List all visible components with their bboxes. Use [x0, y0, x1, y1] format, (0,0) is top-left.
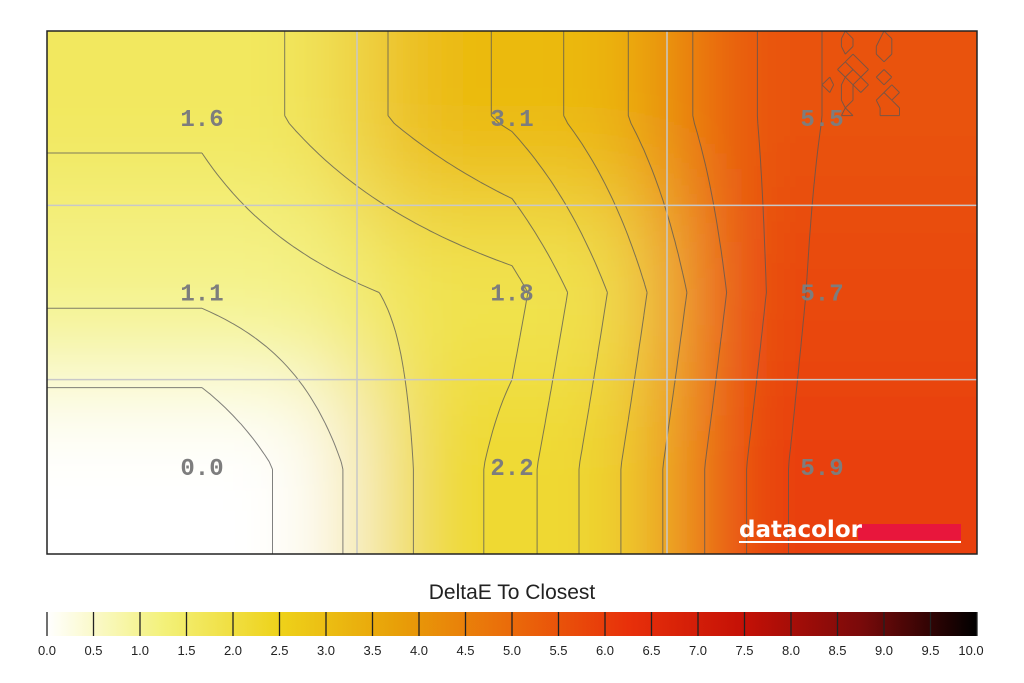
colorbar-tick-label: 1.0: [131, 643, 149, 658]
colorbar-tick-label: 6.5: [642, 643, 660, 658]
heat-cell: [47, 205, 357, 380]
colorbar-tick-label: 1.5: [177, 643, 195, 658]
contour-line: [627, 31, 688, 554]
colorbar-tick-label: 8.0: [782, 643, 800, 658]
logo-text: datacolor: [739, 517, 863, 543]
contour-line: [563, 31, 648, 554]
heat-cell: [667, 205, 977, 380]
logo-accent-bar: [858, 524, 961, 540]
colorbar-tick-label: 3.0: [317, 643, 335, 658]
contour-line: [387, 31, 569, 554]
contour-lines: [47, 31, 900, 554]
cell-value-label: 2.2: [490, 456, 533, 483]
colorbar-tick-label: 10.0: [958, 643, 983, 658]
colorbar-ticks: [46, 612, 978, 636]
cell-value-label: 5.5: [800, 107, 843, 134]
cell-value-label: 5.9: [800, 456, 843, 483]
contour-line: [47, 307, 344, 554]
colorbar-title: DeltaE To Closest: [429, 581, 596, 604]
colorbar-tick-label: 7.5: [735, 643, 753, 658]
contour-line: [746, 31, 767, 554]
colorbar-tick-label: 5.0: [503, 643, 521, 658]
colorbar-tick-label: 4.0: [410, 643, 428, 658]
colorbar-tick-label: 9.5: [921, 643, 939, 658]
colorbar-tick-label: 8.5: [828, 643, 846, 658]
cell-value-label: 1.8: [490, 282, 533, 309]
cell-value-label: 1.1: [180, 282, 223, 309]
colorbar-tick-label: 3.5: [363, 643, 381, 658]
cell-value-label: 5.7: [800, 282, 843, 309]
colorbar-tick-label: 7.0: [689, 643, 707, 658]
colorbar-tick-labels: 0.0 0.5 1.0 1.5 2.0 2.5 3.0 3.5 4.0 4.5 5.0 5.5 6.0 6…: [38, 643, 984, 658]
contour-line: [490, 31, 608, 554]
contour-line: [788, 31, 900, 554]
colorbar-tick-label: 2.0: [224, 643, 242, 658]
cell-labels: 1.6 3.1 5.5 1.1 1.8 5.7 0.0 2.2 5.9: [180, 107, 843, 483]
colorbar-tick-label: 9.0: [875, 643, 893, 658]
heat-cell: [47, 31, 357, 206]
colorbar-tick-label: 6.0: [596, 643, 614, 658]
contour-line: [47, 152, 414, 554]
logo-underline: [739, 541, 961, 543]
heat-cell: [357, 205, 667, 380]
contour-line: [47, 387, 273, 554]
colorbar-tick-label: 2.5: [270, 643, 288, 658]
cell-value-label: 3.1: [490, 107, 533, 134]
plot-frame: [46, 30, 978, 555]
gridlines: [47, 31, 977, 554]
cell-value-label: 1.6: [180, 107, 223, 134]
colorbar: 0.0 0.5 1.0 1.5 2.0 2.5 3.0 3.5 4.0 4.5 5.0 5.5 6.0 6…: [38, 612, 984, 658]
heat-cell: [357, 31, 667, 206]
colorbar-tick-label: 0.5: [84, 643, 102, 658]
colorbar-tick-label: 0.0: [38, 643, 56, 658]
datacolor-logo: datacolor: [739, 517, 961, 543]
colorbar-tick-label: 5.5: [549, 643, 567, 658]
colorbar-tick-label: 4.5: [456, 643, 474, 658]
cell-value-label: 0.0: [180, 456, 223, 483]
heat-cell: [47, 379, 357, 554]
